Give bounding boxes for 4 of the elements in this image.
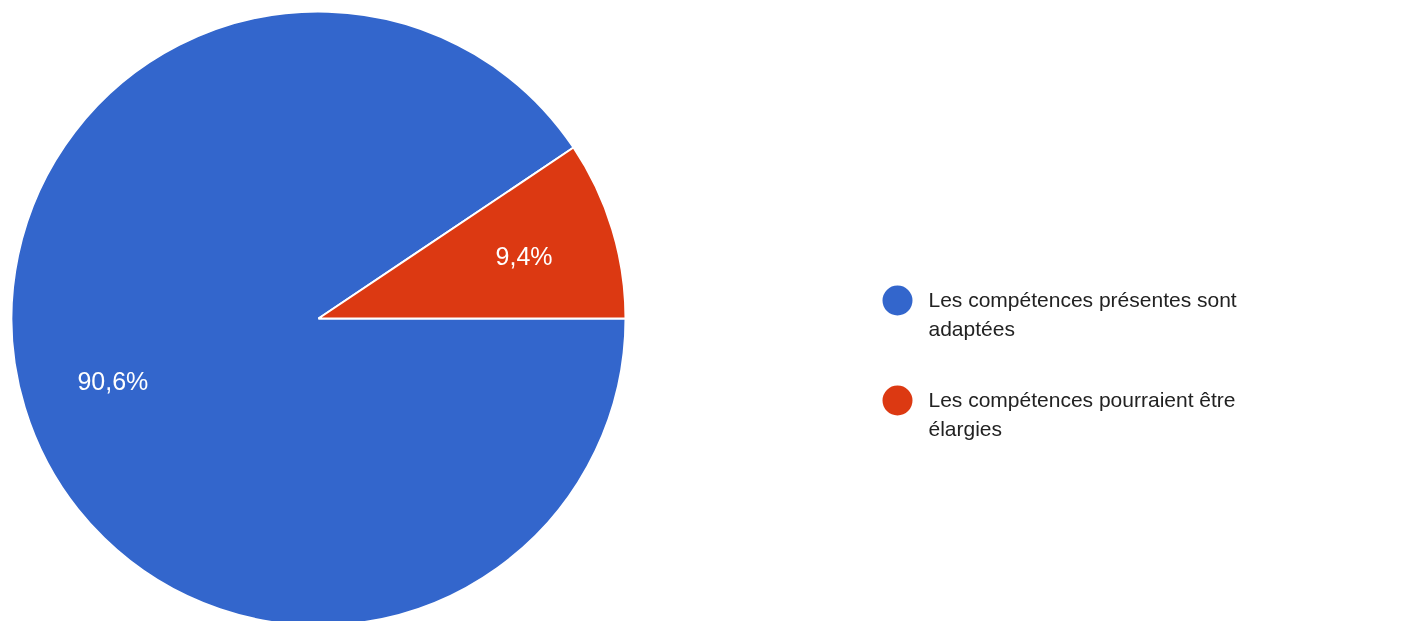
data-label: 9,4% [495,241,553,270]
data-label: 90,6% [77,367,149,396]
legend-label: Les compétences pourraient être élargies [928,387,1236,441]
legend-label: Les compétences présentes sont adaptées [928,287,1237,341]
